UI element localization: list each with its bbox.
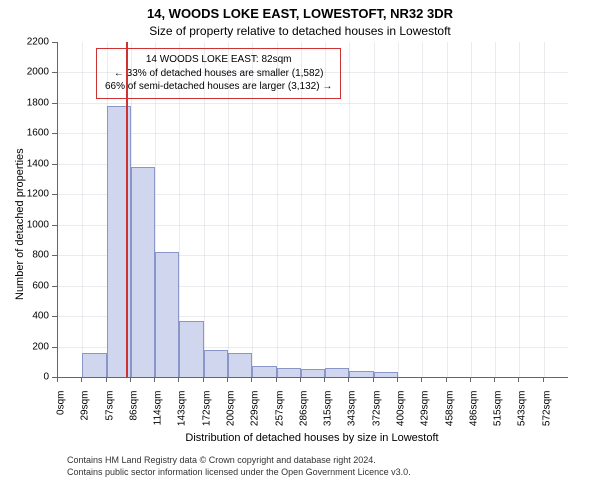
histogram-bar <box>131 167 155 377</box>
y-tick-label: 1600 <box>0 128 49 139</box>
y-tick-label: 1200 <box>0 189 49 200</box>
x-tick-label: 172sqm <box>201 391 212 441</box>
histogram-bar <box>228 353 252 377</box>
plot-area: 14 WOODS LOKE EAST: 82sqm ← 33% of detac… <box>57 42 568 378</box>
x-tick-label: 29sqm <box>80 391 91 441</box>
y-tick-label: 1000 <box>0 219 49 230</box>
y-tick-label: 800 <box>0 250 49 261</box>
histogram-bar <box>204 350 228 377</box>
x-tick-label: 257sqm <box>274 391 285 441</box>
x-tick-label: 372sqm <box>371 391 382 441</box>
x-tick-label: 0sqm <box>56 391 67 441</box>
x-tick-label: 86sqm <box>128 391 139 441</box>
chart-subtitle: Size of property relative to detached ho… <box>0 24 600 38</box>
x-tick-label: 343sqm <box>347 391 358 441</box>
histogram-bar <box>179 321 203 377</box>
x-tick-label: 143sqm <box>177 391 188 441</box>
footer-line1: Contains HM Land Registry data © Crown c… <box>67 455 411 467</box>
x-tick-label: 200sqm <box>226 391 237 441</box>
annotation-line1: 14 WOODS LOKE EAST: 82sqm <box>105 53 332 67</box>
x-tick-label: 486sqm <box>468 391 479 441</box>
y-tick-label: 2200 <box>0 37 49 48</box>
histogram-bar <box>155 252 179 377</box>
x-tick-label: 543sqm <box>517 391 528 441</box>
footer-line2: Contains public sector information licen… <box>67 467 411 479</box>
x-tick-label: 57sqm <box>104 391 115 441</box>
property-marker-line <box>126 42 128 377</box>
histogram-bar <box>277 368 301 377</box>
y-tick-label: 200 <box>0 341 49 352</box>
annotation-line3: 66% of semi-detached houses are larger (… <box>105 80 332 94</box>
y-tick-label: 600 <box>0 280 49 291</box>
histogram-bar <box>82 353 106 377</box>
histogram-bar <box>252 366 276 377</box>
y-tick-label: 0 <box>0 372 49 383</box>
histogram-bar <box>325 368 349 377</box>
x-tick-label: 400sqm <box>396 391 407 441</box>
x-tick-label: 114sqm <box>153 391 164 441</box>
x-tick-label: 572sqm <box>541 391 552 441</box>
y-tick-label: 2000 <box>0 67 49 78</box>
y-tick-label: 400 <box>0 311 49 322</box>
y-tick-label: 1800 <box>0 97 49 108</box>
histogram-bar <box>374 372 398 377</box>
footer-attribution: Contains HM Land Registry data © Crown c… <box>67 455 411 478</box>
chart-title: 14, WOODS LOKE EAST, LOWESTOFT, NR32 3DR <box>0 6 600 21</box>
y-tick-label: 1400 <box>0 158 49 169</box>
histogram-bar <box>349 371 373 377</box>
histogram-bar <box>301 369 325 377</box>
x-tick-label: 286sqm <box>298 391 309 441</box>
x-tick-label: 229sqm <box>250 391 261 441</box>
x-tick-label: 315sqm <box>323 391 334 441</box>
x-tick-label: 515sqm <box>493 391 504 441</box>
x-tick-label: 458sqm <box>444 391 455 441</box>
x-tick-label: 429sqm <box>420 391 431 441</box>
